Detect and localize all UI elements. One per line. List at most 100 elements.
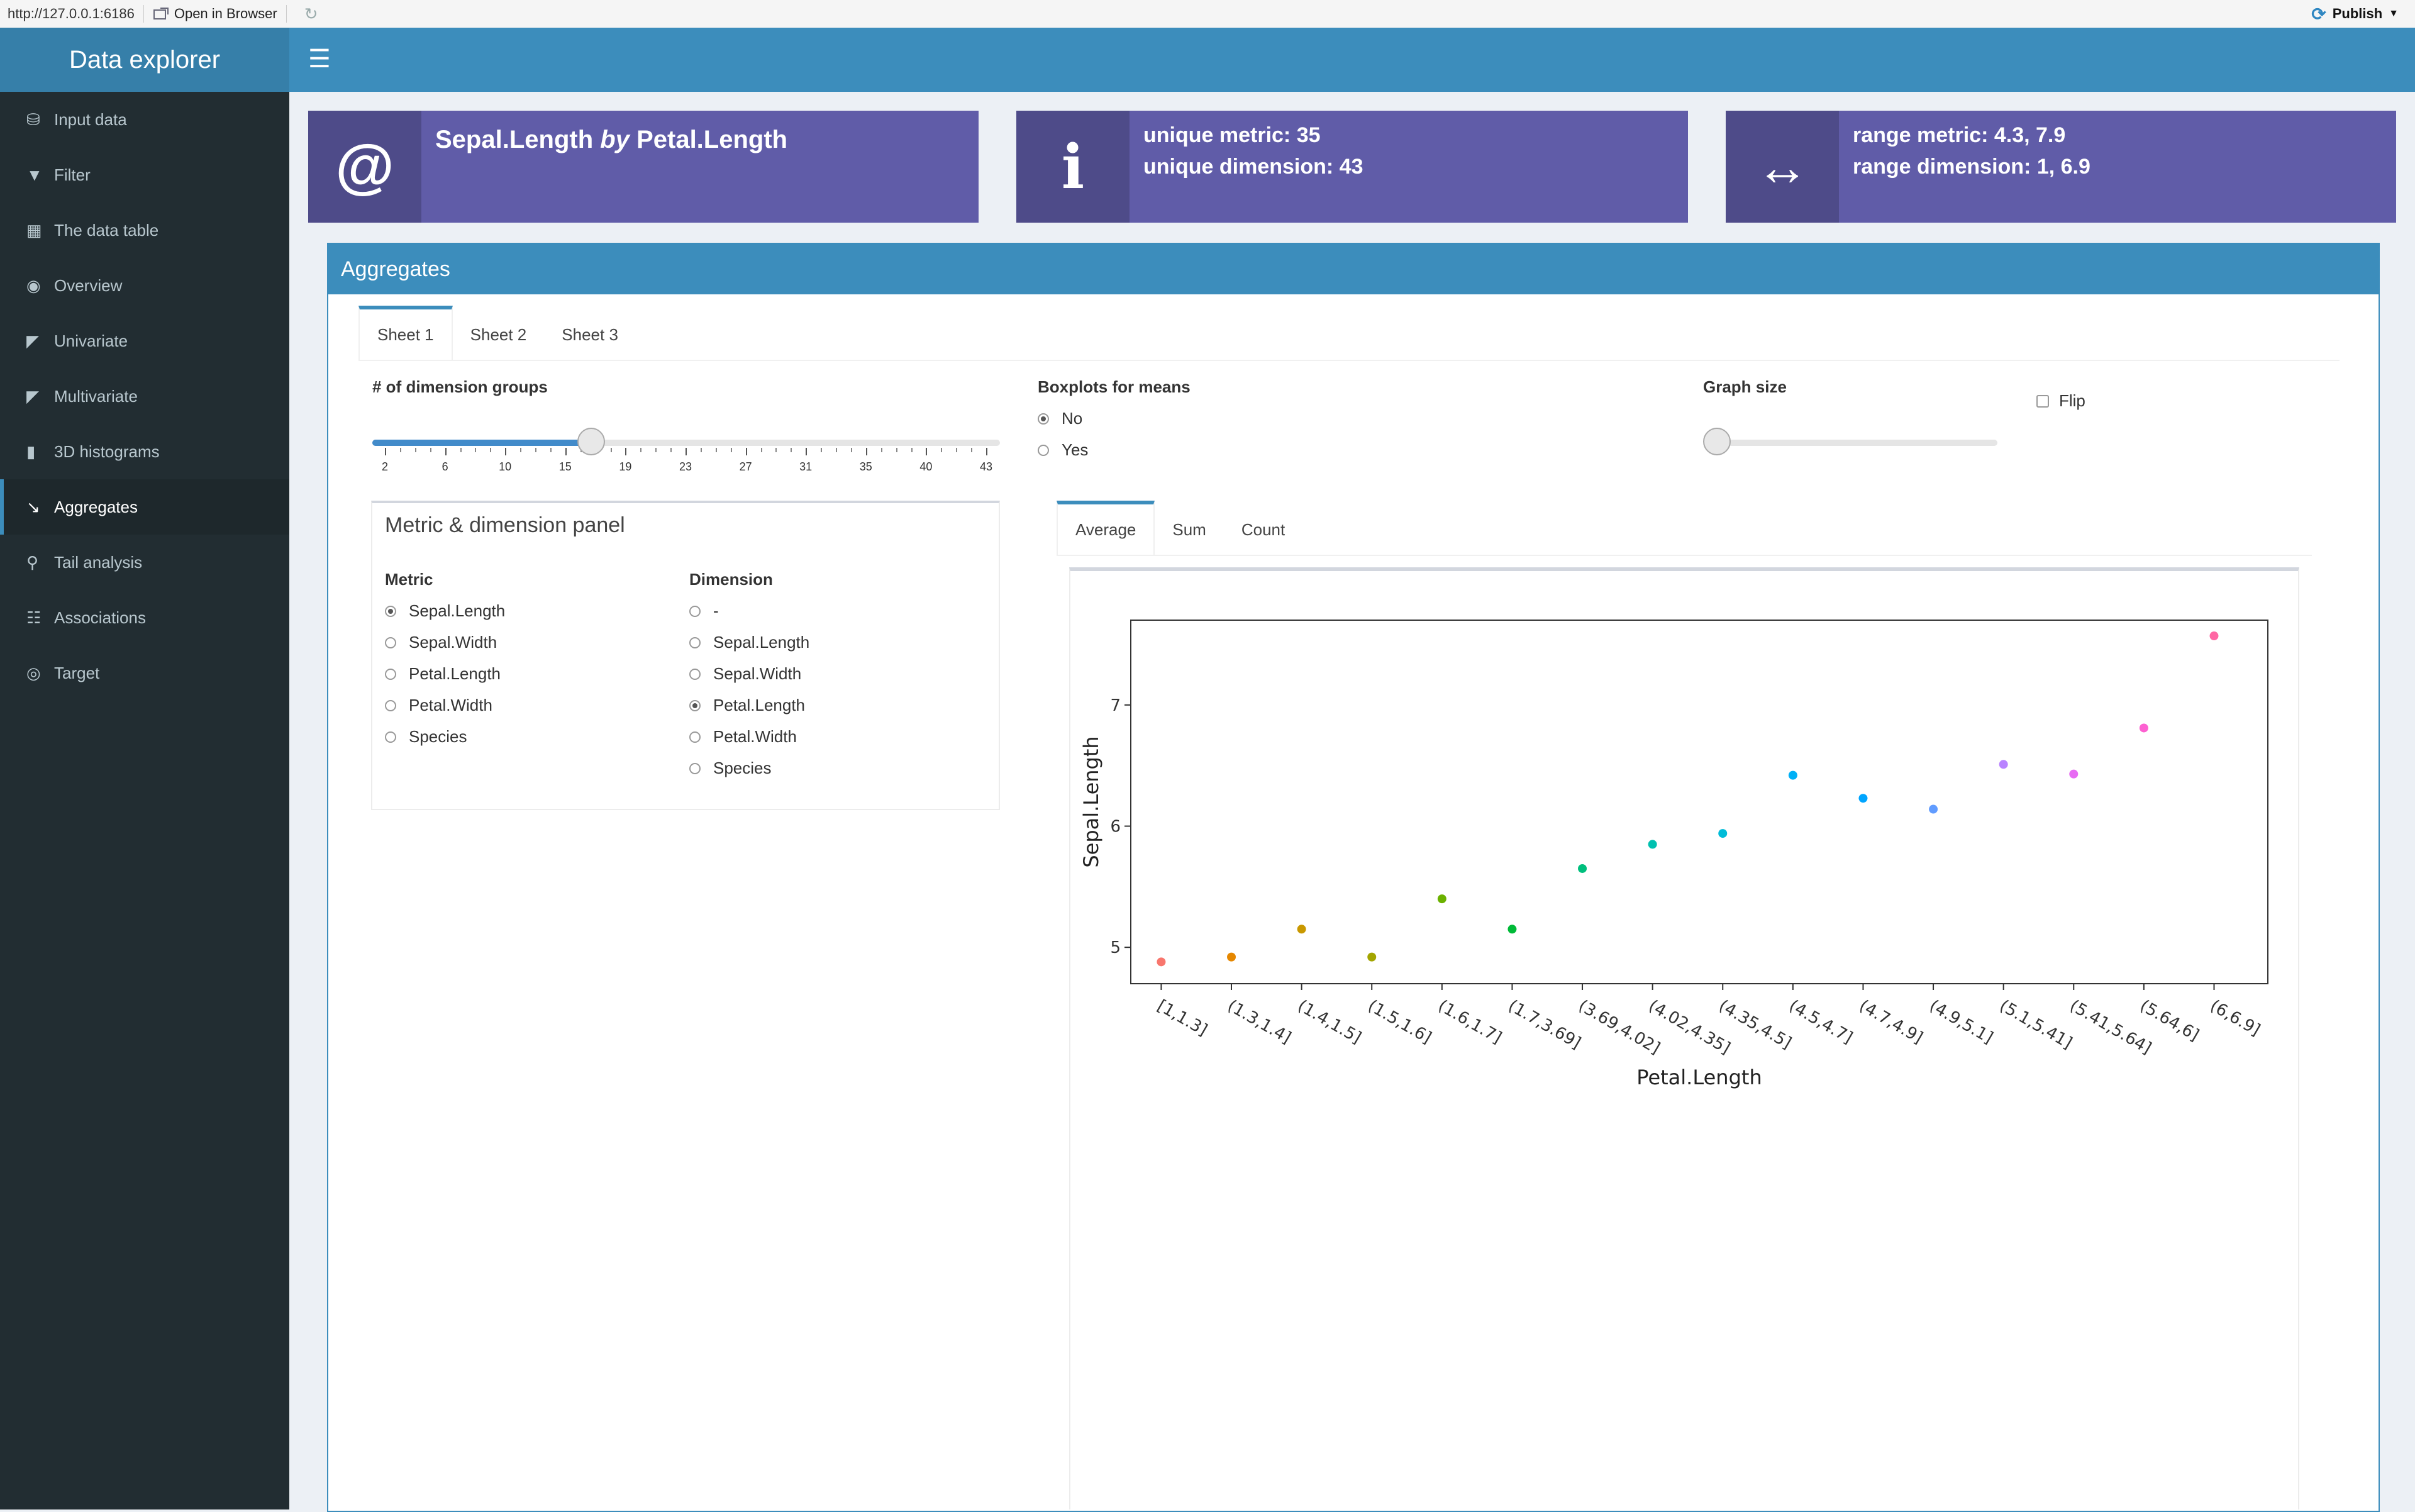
x-tick-label: (4.7,4.9] <box>1856 996 1926 1048</box>
graph-size-slider-handle[interactable] <box>1703 428 1731 455</box>
dimension-option[interactable]: Sepal.Length <box>689 633 809 652</box>
sidebar: ⛁ Input data ▼ Filter ▦ The data table ◉ Ove… <box>0 92 289 1509</box>
radio-button[interactable] <box>689 731 701 743</box>
radio-button[interactable] <box>689 636 701 648</box>
dimension-option[interactable]: Species <box>689 759 772 778</box>
x-tick-label: (4.5,4.7] <box>1785 996 1855 1048</box>
dimension-option[interactable]: Petal.Width <box>689 727 797 747</box>
slider-tick <box>865 448 867 455</box>
option-label: Petal.Length <box>713 696 806 714</box>
chart-container <box>1069 567 2299 1509</box>
tab-count[interactable]: Count <box>1241 520 1285 539</box>
metric-option[interactable]: Petal.Width <box>385 696 492 715</box>
slider-tick-label: 6 <box>441 460 448 473</box>
sidebar-item-univariate[interactable]: ◤ Univariate <box>0 313 289 369</box>
slider-minor-tick <box>971 448 973 452</box>
sidebar-item-overview[interactable]: ◉ Overview <box>0 258 289 313</box>
slider-tick <box>926 448 928 455</box>
dimension-groups-slider-fill <box>372 440 591 446</box>
metric-option[interactable]: Species <box>385 727 467 747</box>
viewer-url[interactable]: http://127.0.0.1:6186 <box>8 6 135 21</box>
slider-minor-tick <box>490 448 492 452</box>
slider-tick-label: 15 <box>558 460 572 473</box>
radio-button[interactable] <box>689 762 701 774</box>
dimension-option[interactable]: - <box>689 601 719 621</box>
sidebar-item-label: Multivariate <box>54 386 138 406</box>
sidebar-item-label: 3D histograms <box>54 442 160 461</box>
sidebar-item-data-table[interactable]: ▦ The data table <box>0 203 289 258</box>
range-metric: range metric: 4.3, 7.9 <box>1853 123 2066 147</box>
viewer-toolbar: http://127.0.0.1:6186 Open in Browser ↻ … <box>0 0 2415 28</box>
range-dimension: range dimension: 1, 6.9 <box>1853 155 2090 179</box>
y-axis-label: Sepal.Length <box>1079 736 1103 867</box>
radio-button[interactable] <box>385 636 396 648</box>
app-logo[interactable]: Data explorer <box>0 28 289 92</box>
sidebar-item-filter[interactable]: ▼ Filter <box>0 147 289 203</box>
slider-tick-label: 43 <box>979 460 993 473</box>
sidebar-item-tail-analysis[interactable]: ⚲ Tail analysis <box>0 535 289 590</box>
data-point <box>1437 894 1446 904</box>
publish-label: Publish <box>2332 6 2383 21</box>
x-tick-label: (1.7,3.69] <box>1505 996 1584 1053</box>
sidebar-item-target[interactable]: ◎ Target <box>0 645 289 701</box>
area-chart-icon: ◤ <box>26 331 39 350</box>
sidebar-item-input-data[interactable]: ⛁ Input data <box>0 92 289 147</box>
radio-button[interactable] <box>689 668 701 680</box>
slider-tick-label: 19 <box>619 460 632 473</box>
dimension-option[interactable]: Sepal.Width <box>689 664 801 684</box>
sidebar-item-label: Overview <box>54 275 123 295</box>
slider-tick-label: 10 <box>499 460 512 473</box>
toolbar-divider <box>286 5 287 23</box>
slider-tick <box>745 448 747 455</box>
open-in-browser-button[interactable]: Open in Browser <box>153 6 277 22</box>
data-point <box>1858 794 1868 803</box>
radio-button[interactable] <box>1038 444 1049 456</box>
slider-minor-tick <box>775 448 777 452</box>
slider-minor-tick <box>700 448 702 452</box>
tab-sum[interactable]: Sum <box>1172 520 1206 539</box>
tab-sheet-2[interactable]: Sheet 2 <box>470 325 527 344</box>
radio-button[interactable] <box>385 731 396 743</box>
data-point <box>1297 925 1306 934</box>
sidebar-item-associations[interactable]: ☷ Associations <box>0 590 289 645</box>
sidebar-item-label: Aggregates <box>54 497 138 516</box>
checkbox[interactable] <box>2036 394 2049 408</box>
dimension-groups-slider-handle[interactable] <box>577 428 605 455</box>
slider-minor-tick <box>460 448 462 452</box>
sidebar-item-aggregates[interactable]: ↘ Aggregates <box>0 479 289 535</box>
radio-button[interactable] <box>689 699 701 711</box>
slider-minor-tick <box>715 448 717 452</box>
panel-title: Metric & dimension panel <box>385 513 625 537</box>
dimension-label: Dimension <box>689 570 773 589</box>
tab-sheet-1[interactable]: Sheet 1 <box>358 306 453 360</box>
radio-button[interactable] <box>1038 413 1049 425</box>
tab-sheet-3[interactable]: Sheet 3 <box>562 325 618 344</box>
option-label: Sepal.Width <box>713 664 802 683</box>
radio-button[interactable] <box>385 699 396 711</box>
metric-option[interactable]: Petal.Length <box>385 664 501 684</box>
by-label: by <box>600 126 630 153</box>
publish-button[interactable]: ⟳ Publish ▼ <box>2311 0 2399 28</box>
metric-label: Metric <box>385 570 433 589</box>
option-label: - <box>713 601 719 620</box>
tab-average[interactable]: Average <box>1057 501 1155 555</box>
radio-button[interactable] <box>689 605 701 617</box>
metric-option[interactable]: Sepal.Length <box>385 601 505 621</box>
graph-size-slider-track[interactable] <box>1704 440 1997 446</box>
flip-checkbox[interactable]: Flip <box>2036 391 2085 411</box>
sheet-tabs: Sheet 1 Sheet 2 Sheet 3 <box>358 306 2340 361</box>
slider-tick <box>385 448 386 455</box>
boxplots-option-yes[interactable]: Yes <box>1038 440 1088 460</box>
boxplots-option-no[interactable]: No <box>1038 409 1082 428</box>
sidebar-item-3d-histograms[interactable]: ▮ 3D histograms <box>0 424 289 479</box>
sidebar-item-label: Associations <box>54 608 146 627</box>
metric-option[interactable]: Sepal.Width <box>385 633 497 652</box>
menu-toggle-icon[interactable]: ☰ <box>308 45 331 73</box>
dimension-groups-slider-track[interactable] <box>372 440 1000 446</box>
sidebar-item-multivariate[interactable]: ◤ Multivariate <box>0 369 289 424</box>
radio-button[interactable] <box>385 605 396 617</box>
radio-button[interactable] <box>385 668 396 680</box>
refresh-icon[interactable]: ↻ <box>304 4 318 23</box>
dimension-option[interactable]: Petal.Length <box>689 696 805 715</box>
slider-tick-label: 23 <box>679 460 692 473</box>
